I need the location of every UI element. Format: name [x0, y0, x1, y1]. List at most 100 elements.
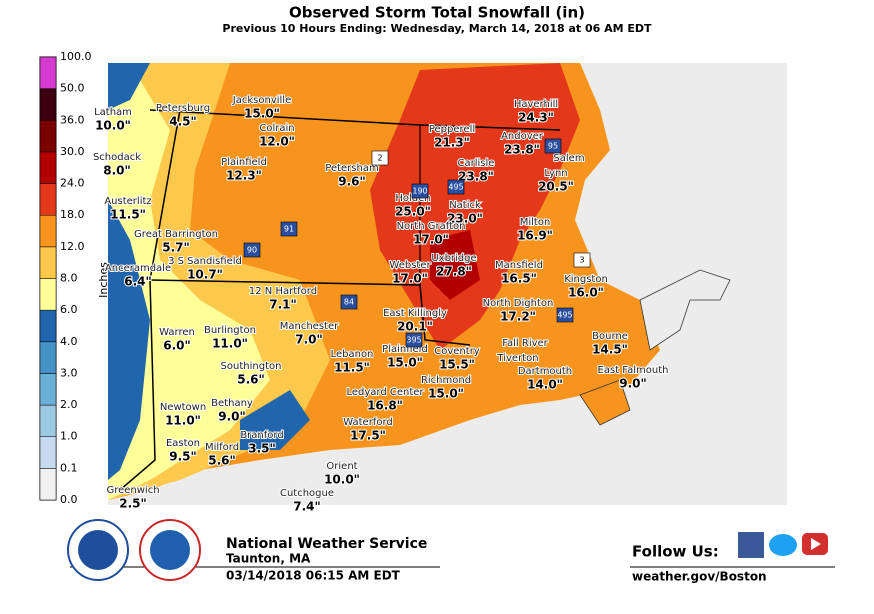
- station-name: North Grafton: [397, 221, 466, 232]
- colorbar-bin: [39, 88, 57, 121]
- route-shield: [573, 252, 591, 268]
- station-value: 10.0": [95, 119, 131, 133]
- colorbar-bin: [39, 120, 57, 153]
- station-name: Lynn: [544, 168, 567, 179]
- route-shield: [556, 307, 574, 323]
- colorbar-bin: [39, 341, 57, 374]
- station-value: 21.3": [434, 136, 470, 150]
- station-value: 5.7": [162, 241, 190, 255]
- route-number: 495: [448, 183, 463, 192]
- station-name: Milton: [520, 217, 551, 228]
- station-name: Anceramdale: [105, 263, 171, 274]
- route-shield: [405, 332, 423, 348]
- noaa-logo-inner: [78, 530, 118, 570]
- station-value: 9.5": [169, 450, 197, 464]
- colorbar-bin: [39, 436, 57, 469]
- station-value: 24.3": [518, 111, 554, 125]
- station-value: 6.4": [124, 275, 152, 289]
- station-name: Carlisle: [458, 158, 495, 169]
- station-name: Ledyard Center: [346, 387, 424, 398]
- station-name: Colrain: [259, 123, 294, 134]
- station-value: 7.1": [269, 298, 297, 312]
- station-value: 2.5": [119, 497, 147, 511]
- station-name: Schodack: [93, 152, 141, 163]
- station-name: Salem: [553, 153, 584, 164]
- issued: 03/14/2018 06:15 AM EDT: [226, 569, 401, 583]
- station-value: 7.4": [293, 500, 321, 514]
- follow-label: Follow Us:: [632, 543, 719, 561]
- station-value: 17.0": [413, 233, 449, 247]
- station-name: 12 N Hartford: [249, 286, 317, 297]
- station-name: Mansfield: [495, 260, 543, 271]
- station-name: Andover: [501, 131, 544, 142]
- route-number: 2: [377, 154, 382, 163]
- route-number: 84: [344, 298, 354, 307]
- route-number: 3: [579, 256, 584, 265]
- station-name: Great Barrington: [134, 229, 218, 240]
- station-value: 10.7": [187, 268, 223, 282]
- route-number: 90: [247, 246, 257, 255]
- colorbar-bin: [39, 309, 57, 343]
- station-value: 20.5": [538, 180, 574, 194]
- station-name: Bethany: [211, 398, 253, 409]
- station-value: 25.0": [395, 205, 431, 219]
- station-value: 11.5": [110, 208, 146, 222]
- station-name: Lebanon: [331, 349, 374, 360]
- colorbar-label: 8.0: [60, 272, 78, 285]
- station-name: Greenwich: [106, 485, 159, 496]
- route-shield: [447, 179, 465, 195]
- station-value: 9.0": [218, 410, 246, 424]
- colorbar-label: 100.0: [60, 50, 92, 63]
- colorbar-bin: [39, 468, 57, 501]
- route-shield: [371, 150, 389, 166]
- station-name: Petersham: [325, 163, 378, 174]
- colorbar-bin: [39, 373, 57, 406]
- station-name: East Killingly: [383, 308, 447, 319]
- colorbar-label: 12.0: [60, 240, 85, 253]
- station-name: Tiverton: [496, 353, 538, 364]
- station-name: Kingston: [564, 274, 608, 285]
- station-value: 15.0": [428, 387, 464, 401]
- station-value: 14.5": [592, 343, 628, 357]
- station-value: 15.0": [387, 356, 423, 370]
- twitter-icon[interactable]: [769, 534, 797, 556]
- map: [108, 63, 787, 505]
- station-name: Manchester: [280, 321, 339, 332]
- station-name: Webster: [389, 260, 431, 271]
- agency: National Weather Service: [226, 536, 427, 552]
- colorbar-bin: [39, 183, 57, 216]
- station-name: Fall River: [502, 338, 548, 349]
- station-name: Dartmouth: [518, 366, 572, 377]
- station-name: Pepperell: [429, 124, 475, 135]
- station-value: 20.1": [397, 320, 433, 334]
- station-name: Warren: [159, 327, 195, 338]
- station-name: Newtown: [160, 402, 206, 413]
- nws-logo-inner: [150, 530, 190, 570]
- station-name: Jacksonville: [232, 95, 291, 106]
- colorbar-label: 50.0: [60, 82, 85, 95]
- colorbar-label: 24.0: [60, 177, 85, 190]
- station-name: Branford: [240, 430, 283, 441]
- station-name: Easton: [166, 438, 200, 449]
- colorbar-label: 0.1: [60, 461, 78, 474]
- station-value: 14.0": [527, 378, 563, 392]
- office: Taunton, MA: [226, 552, 311, 566]
- station-name: Waterford: [343, 417, 392, 428]
- colorbar-label: 3.0: [60, 366, 78, 379]
- route-number: 95: [548, 142, 558, 151]
- colorbar-label: 36.0: [60, 113, 85, 126]
- route-number: 495: [557, 311, 572, 320]
- station-name: Cutchogue: [280, 488, 334, 499]
- title: Observed Storm Total Snowfall (in): [289, 4, 585, 22]
- route-shield: [544, 138, 562, 154]
- route-shield: [411, 183, 429, 199]
- website[interactable]: weather.gov/Boston: [632, 570, 767, 584]
- colorbar-label: 0.0: [60, 493, 78, 506]
- route-shield: [243, 242, 261, 258]
- legend-axis-label: Inches: [97, 262, 110, 298]
- facebook-icon[interactable]: [738, 532, 764, 558]
- station-value: 17.5": [350, 429, 386, 443]
- station-name: Natick: [449, 200, 481, 211]
- colorbar-label: 6.0: [60, 303, 78, 316]
- station-name: Bourne: [592, 331, 628, 342]
